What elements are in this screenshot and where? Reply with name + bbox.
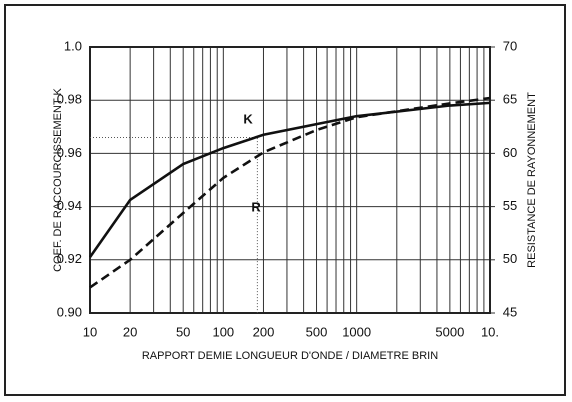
x-tick-label: 100 bbox=[212, 324, 234, 339]
y2-tick-label: 55 bbox=[503, 198, 517, 213]
x-tick-label: 10 bbox=[83, 324, 97, 339]
y2-tick-label: 65 bbox=[503, 92, 517, 107]
x-tick-label: 200 bbox=[253, 324, 275, 339]
series-label: K bbox=[243, 112, 253, 127]
y2-tick-label: 50 bbox=[503, 251, 517, 266]
plot-area bbox=[89, 46, 491, 314]
reference-line bbox=[90, 136, 258, 313]
y-tick-label: 0.90 bbox=[57, 304, 82, 319]
line bbox=[89, 96, 491, 289]
y-axis-label: COEF. DE RACCOURCISSEMENT K bbox=[52, 87, 64, 271]
x-tick-label: 10. bbox=[481, 324, 499, 339]
y-tick-label: 1.0 bbox=[64, 38, 82, 53]
series-label: R bbox=[251, 199, 261, 214]
y2-axis-label: RESISTANCE DE RAYONNEMENT bbox=[526, 92, 538, 268]
y-tick-label: 0.94 bbox=[57, 198, 82, 213]
y2-tick-label: 60 bbox=[503, 145, 517, 160]
y-tick-label: 0.92 bbox=[57, 251, 82, 266]
x-tick-label: 5000 bbox=[435, 324, 464, 339]
frame bbox=[4, 4, 566, 396]
x-tick-label: 20 bbox=[123, 324, 137, 339]
y-tick-label: 0.96 bbox=[57, 145, 82, 160]
x-axis-label: RAPPORT DEMIE LONGUEUR D'ONDE / DIAMETRE… bbox=[142, 350, 438, 362]
y-tick-label: 0.98 bbox=[57, 92, 82, 107]
y2-tick-label: 70 bbox=[503, 38, 517, 53]
line bbox=[88, 101, 491, 258]
x-tick-label: 500 bbox=[306, 324, 328, 339]
x-tick-label: 50 bbox=[176, 324, 190, 339]
y2-tick-label: 45 bbox=[503, 304, 517, 319]
x-tick-label: 1000 bbox=[342, 324, 371, 339]
